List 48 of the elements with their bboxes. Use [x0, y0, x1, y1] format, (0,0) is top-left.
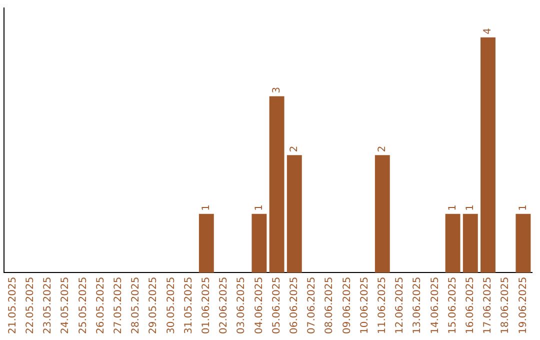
data-label: 1	[464, 204, 476, 211]
x-tick-label: 05.06.2025	[271, 276, 282, 334]
data-label: 1	[518, 204, 529, 211]
x-tick-label: 29.05.2025	[148, 276, 160, 334]
x-tick-label: 08.06.2025	[324, 276, 336, 334]
x-tick-label: 21.05.2025	[7, 276, 18, 334]
data-label: 4	[482, 28, 494, 34]
x-tick-label: 15.06.2025	[447, 276, 458, 334]
bar	[462, 214, 478, 273]
x-tick-label: 02.06.2025	[218, 276, 230, 334]
data-label: 3	[271, 86, 282, 94]
x-tick-label: 30.05.2025	[166, 276, 177, 334]
bar	[252, 214, 267, 273]
x-tick-label: 22.05.2025	[24, 276, 36, 334]
bar	[198, 214, 214, 273]
x-tick-label: 11.06.2025	[376, 276, 388, 334]
bar	[374, 155, 390, 273]
x-tick-label: 23.05.2025	[42, 276, 54, 334]
x-tick-label: 25.05.2025	[78, 276, 89, 334]
data-label: 2	[376, 146, 388, 152]
x-tick-label: 19.06.2025	[518, 276, 529, 334]
x-tick-label: 17.06.2025	[482, 276, 494, 334]
bar	[269, 96, 284, 273]
x-tick-label: 03.06.2025	[236, 276, 248, 334]
x-tick-label: 27.05.2025	[112, 276, 124, 334]
x-tick-label: 10.06.2025	[359, 276, 370, 334]
x-tick-label: 01.06.2025	[200, 276, 212, 334]
x-tick-label: 14.06.2025	[430, 276, 441, 334]
x-tick-label: 07.06.2025	[306, 276, 318, 334]
data-label: 2	[288, 146, 300, 152]
bar	[445, 214, 460, 273]
bar	[480, 37, 496, 273]
x-tick-label: 09.06.2025	[342, 276, 353, 334]
x-tick-label: 16.06.2025	[464, 276, 476, 334]
x-tick-label: 04.06.2025	[254, 276, 265, 334]
x-tick-label: 28.05.2025	[130, 276, 142, 334]
x-tick-label: 24.05.2025	[60, 276, 72, 334]
x-tick-label: 13.06.2025	[412, 276, 424, 334]
x-tick-label: 18.06.2025	[500, 276, 512, 334]
x-tick-label: 06.06.2025	[288, 276, 300, 334]
data-label: 1	[200, 204, 212, 211]
data-label: 1	[447, 204, 458, 211]
data-label: 1	[254, 204, 265, 211]
x-tick-label: 26.05.2025	[95, 276, 106, 334]
x-tick-label: 12.06.2025	[394, 276, 406, 334]
x-tick-label: 31.05.2025	[183, 276, 194, 334]
bar	[516, 214, 531, 273]
bar	[286, 155, 302, 273]
